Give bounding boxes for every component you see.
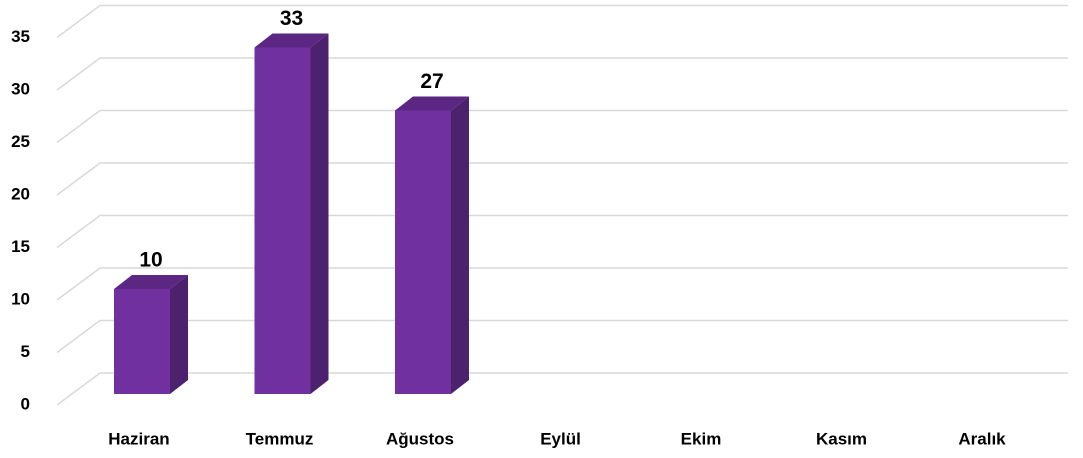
grid-line	[56, 162, 1068, 196]
x-tick-label: Eylül	[540, 429, 581, 448]
y-tick-label: 20	[11, 184, 30, 203]
bar-front	[395, 110, 451, 394]
x-tick-label: Ekim	[681, 429, 722, 448]
value-label: 33	[280, 7, 303, 30]
y-tick-label: 10	[11, 289, 30, 308]
bar-side	[170, 275, 188, 394]
value-label: 10	[139, 249, 162, 272]
grid-line	[56, 372, 1068, 406]
bar-side	[310, 33, 329, 394]
bar	[254, 33, 329, 394]
bar-front	[114, 289, 170, 394]
x-tick-label: Ağustos	[386, 429, 454, 448]
bar-front	[254, 47, 311, 394]
grid-line	[56, 4, 1068, 39]
x-tick-label: Aralık	[958, 429, 1006, 448]
bar	[114, 275, 188, 394]
bar-top	[254, 33, 329, 48]
y-tick-label: 35	[11, 27, 30, 46]
x-tick-label: Haziran	[108, 429, 169, 448]
grid-line	[56, 214, 1068, 249]
grid-line	[56, 109, 1068, 144]
y-tick-label: 15	[11, 237, 30, 256]
grid-line	[56, 267, 1068, 301]
bar-top	[114, 275, 188, 289]
y-tick-label: 25	[11, 132, 30, 151]
grid-line	[56, 319, 1068, 354]
value-label: 27	[420, 70, 443, 93]
bar	[395, 96, 469, 394]
bar-top	[395, 96, 469, 111]
x-tick-label: Kasım	[816, 429, 867, 448]
grid-line	[56, 57, 1068, 91]
x-tick-label: Temmuz	[246, 429, 314, 448]
bar-side	[451, 96, 469, 394]
y-tick-label: 30	[11, 79, 30, 98]
y-tick-label: 5	[21, 342, 30, 361]
y-tick-label: 0	[21, 394, 30, 413]
